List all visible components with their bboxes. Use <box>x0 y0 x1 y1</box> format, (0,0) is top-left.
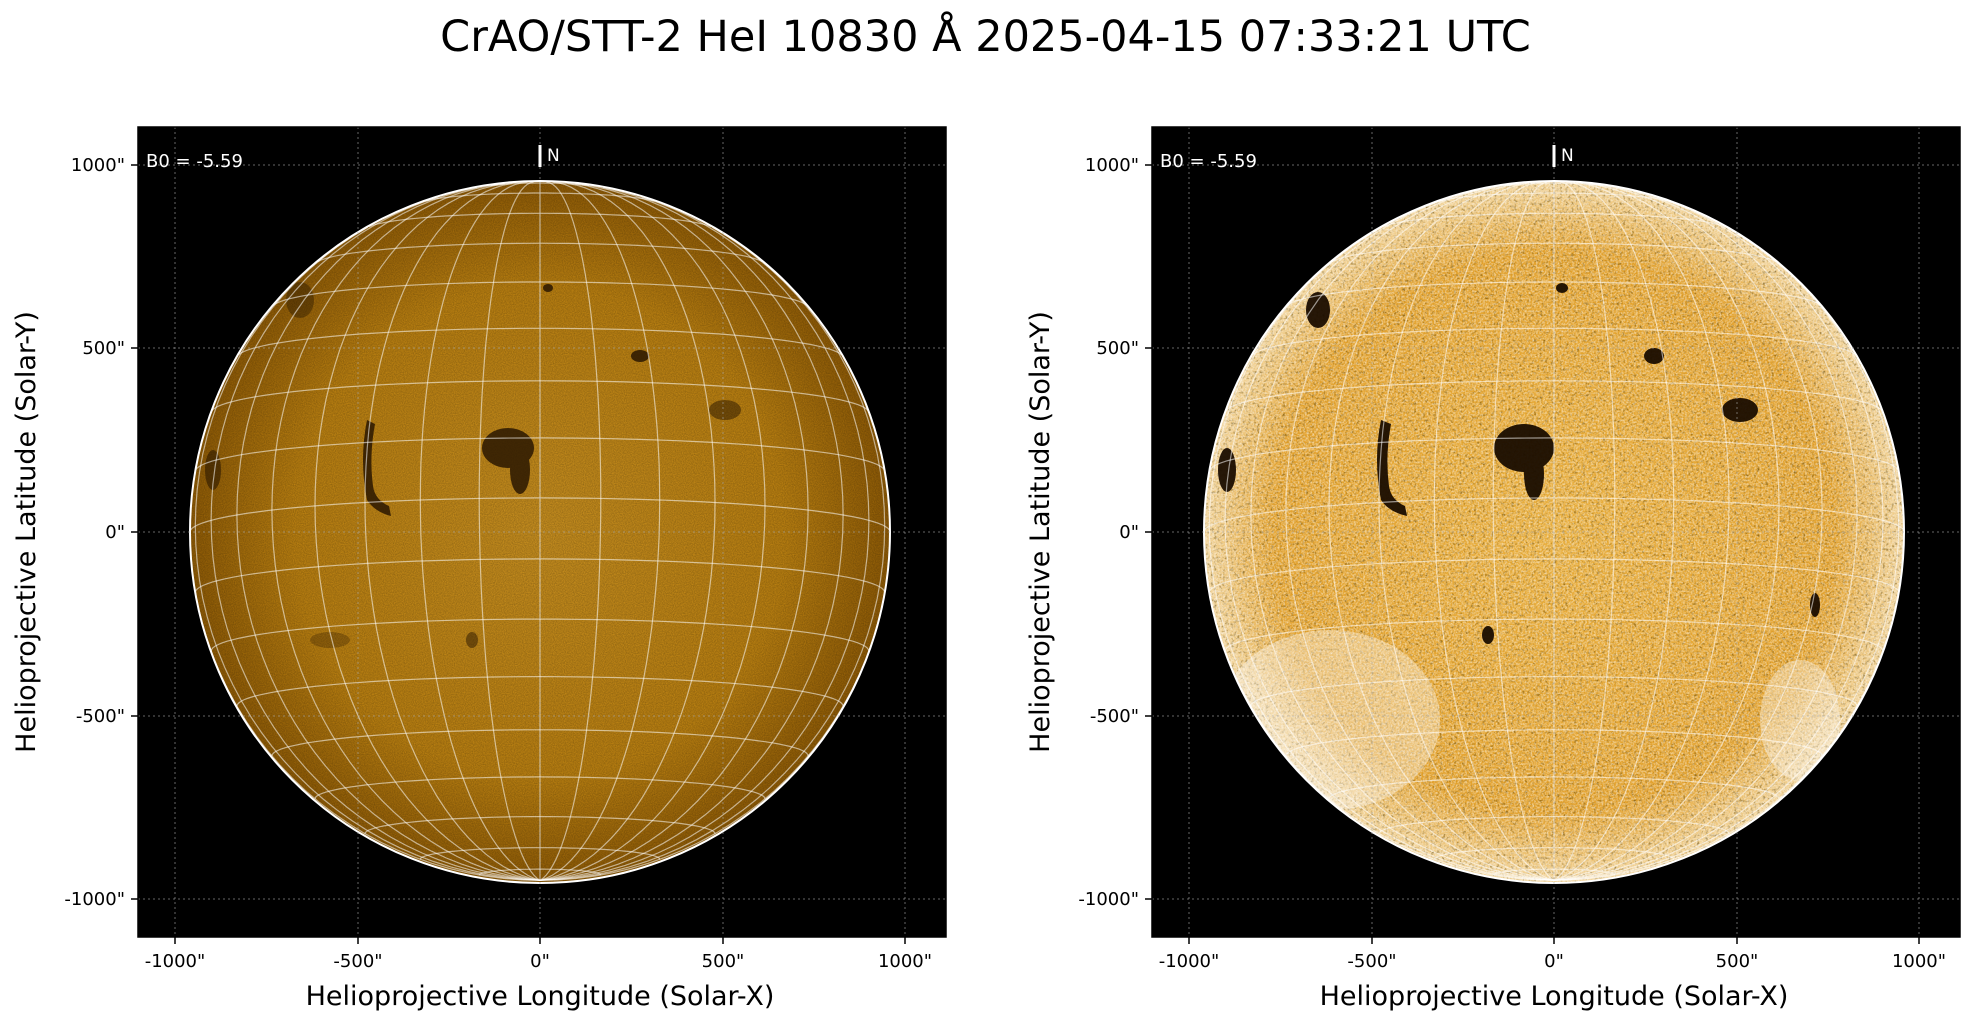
coordinate-grid <box>1152 127 1960 937</box>
grid-line <box>210 196 541 881</box>
grid-line <box>539 181 661 881</box>
grid-line <box>1553 181 1616 881</box>
grid-line <box>1553 187 1858 881</box>
north-label: N <box>1561 146 1574 166</box>
grid-line <box>1328 183 1555 881</box>
x-axis-label: Helioprojective Longitude (Solar-X) <box>1320 981 1789 1012</box>
grid-line <box>1433 181 1555 881</box>
figure-title: CrAO/STT-2 HeI 10830 Å 2025-04-15 07:33:… <box>440 12 1531 62</box>
grid-line <box>1208 226 1555 881</box>
y-tick-label: -1000" <box>64 889 125 910</box>
b0-annotation: B0 = -5.59 <box>1160 151 1257 172</box>
grid-line <box>314 183 541 881</box>
x-tick-label: 0" <box>1544 951 1564 972</box>
coordinate-grid <box>138 127 946 937</box>
grid-line <box>1378 182 1555 881</box>
x-tick-label: 1000" <box>1892 951 1946 972</box>
y-tick-label: -500" <box>76 706 125 727</box>
dark-filaments <box>1218 283 1820 644</box>
grid-line <box>539 183 766 881</box>
grid-line <box>539 187 844 881</box>
x-axis-label: Helioprojective Longitude (Solar-X) <box>306 981 775 1012</box>
x-tick-label: -1000" <box>145 951 206 972</box>
grid-line <box>1553 183 1780 881</box>
y-tick-label: 500" <box>1096 338 1139 359</box>
grid-line <box>1553 196 1884 881</box>
grid-line <box>539 182 716 881</box>
grid-line <box>478 181 541 881</box>
grid-line <box>364 182 541 881</box>
y-tick-label: -1000" <box>1078 889 1139 910</box>
grid-line <box>539 226 886 881</box>
x-tick-label: -500" <box>333 951 382 972</box>
y-tick-label: 0" <box>105 522 125 543</box>
grid-line <box>419 181 541 881</box>
grid-line <box>1553 181 1675 881</box>
y-axis-label: Helioprojective Latitude (Solar-Y) <box>11 311 42 753</box>
grid-line <box>1553 182 1730 881</box>
grid-line <box>539 181 602 881</box>
grid-line <box>271 183 541 881</box>
grid-line <box>236 187 541 881</box>
y-tick-label: 0" <box>1119 522 1139 543</box>
north-label: N <box>547 146 560 166</box>
x-tick-label: 500" <box>1716 951 1759 972</box>
x-tick-label: -500" <box>1347 951 1396 972</box>
y-tick-label: 1000" <box>71 155 125 176</box>
x-tick-label: 0" <box>530 951 550 972</box>
x-tick-label: 500" <box>702 951 745 972</box>
x-tick-label: -1000" <box>1159 951 1220 972</box>
grid-line <box>539 183 809 881</box>
grid-line <box>1492 181 1555 881</box>
b0-annotation: B0 = -5.59 <box>146 151 243 172</box>
grid-line <box>539 196 870 881</box>
grid-line <box>1285 183 1555 881</box>
y-tick-label: -500" <box>1090 706 1139 727</box>
y-axis-label: Helioprojective Latitude (Solar-Y) <box>1025 311 1056 753</box>
grid-line <box>1553 183 1823 881</box>
y-tick-label: 1000" <box>1085 155 1139 176</box>
heliographic-grid <box>1204 181 1904 881</box>
grid-line <box>1553 226 1900 881</box>
grid-line <box>1224 196 1555 881</box>
y-tick-label: 500" <box>82 338 125 359</box>
x-tick-label: 1000" <box>878 951 932 972</box>
grid-line <box>1250 187 1555 881</box>
grid-line <box>194 226 541 881</box>
